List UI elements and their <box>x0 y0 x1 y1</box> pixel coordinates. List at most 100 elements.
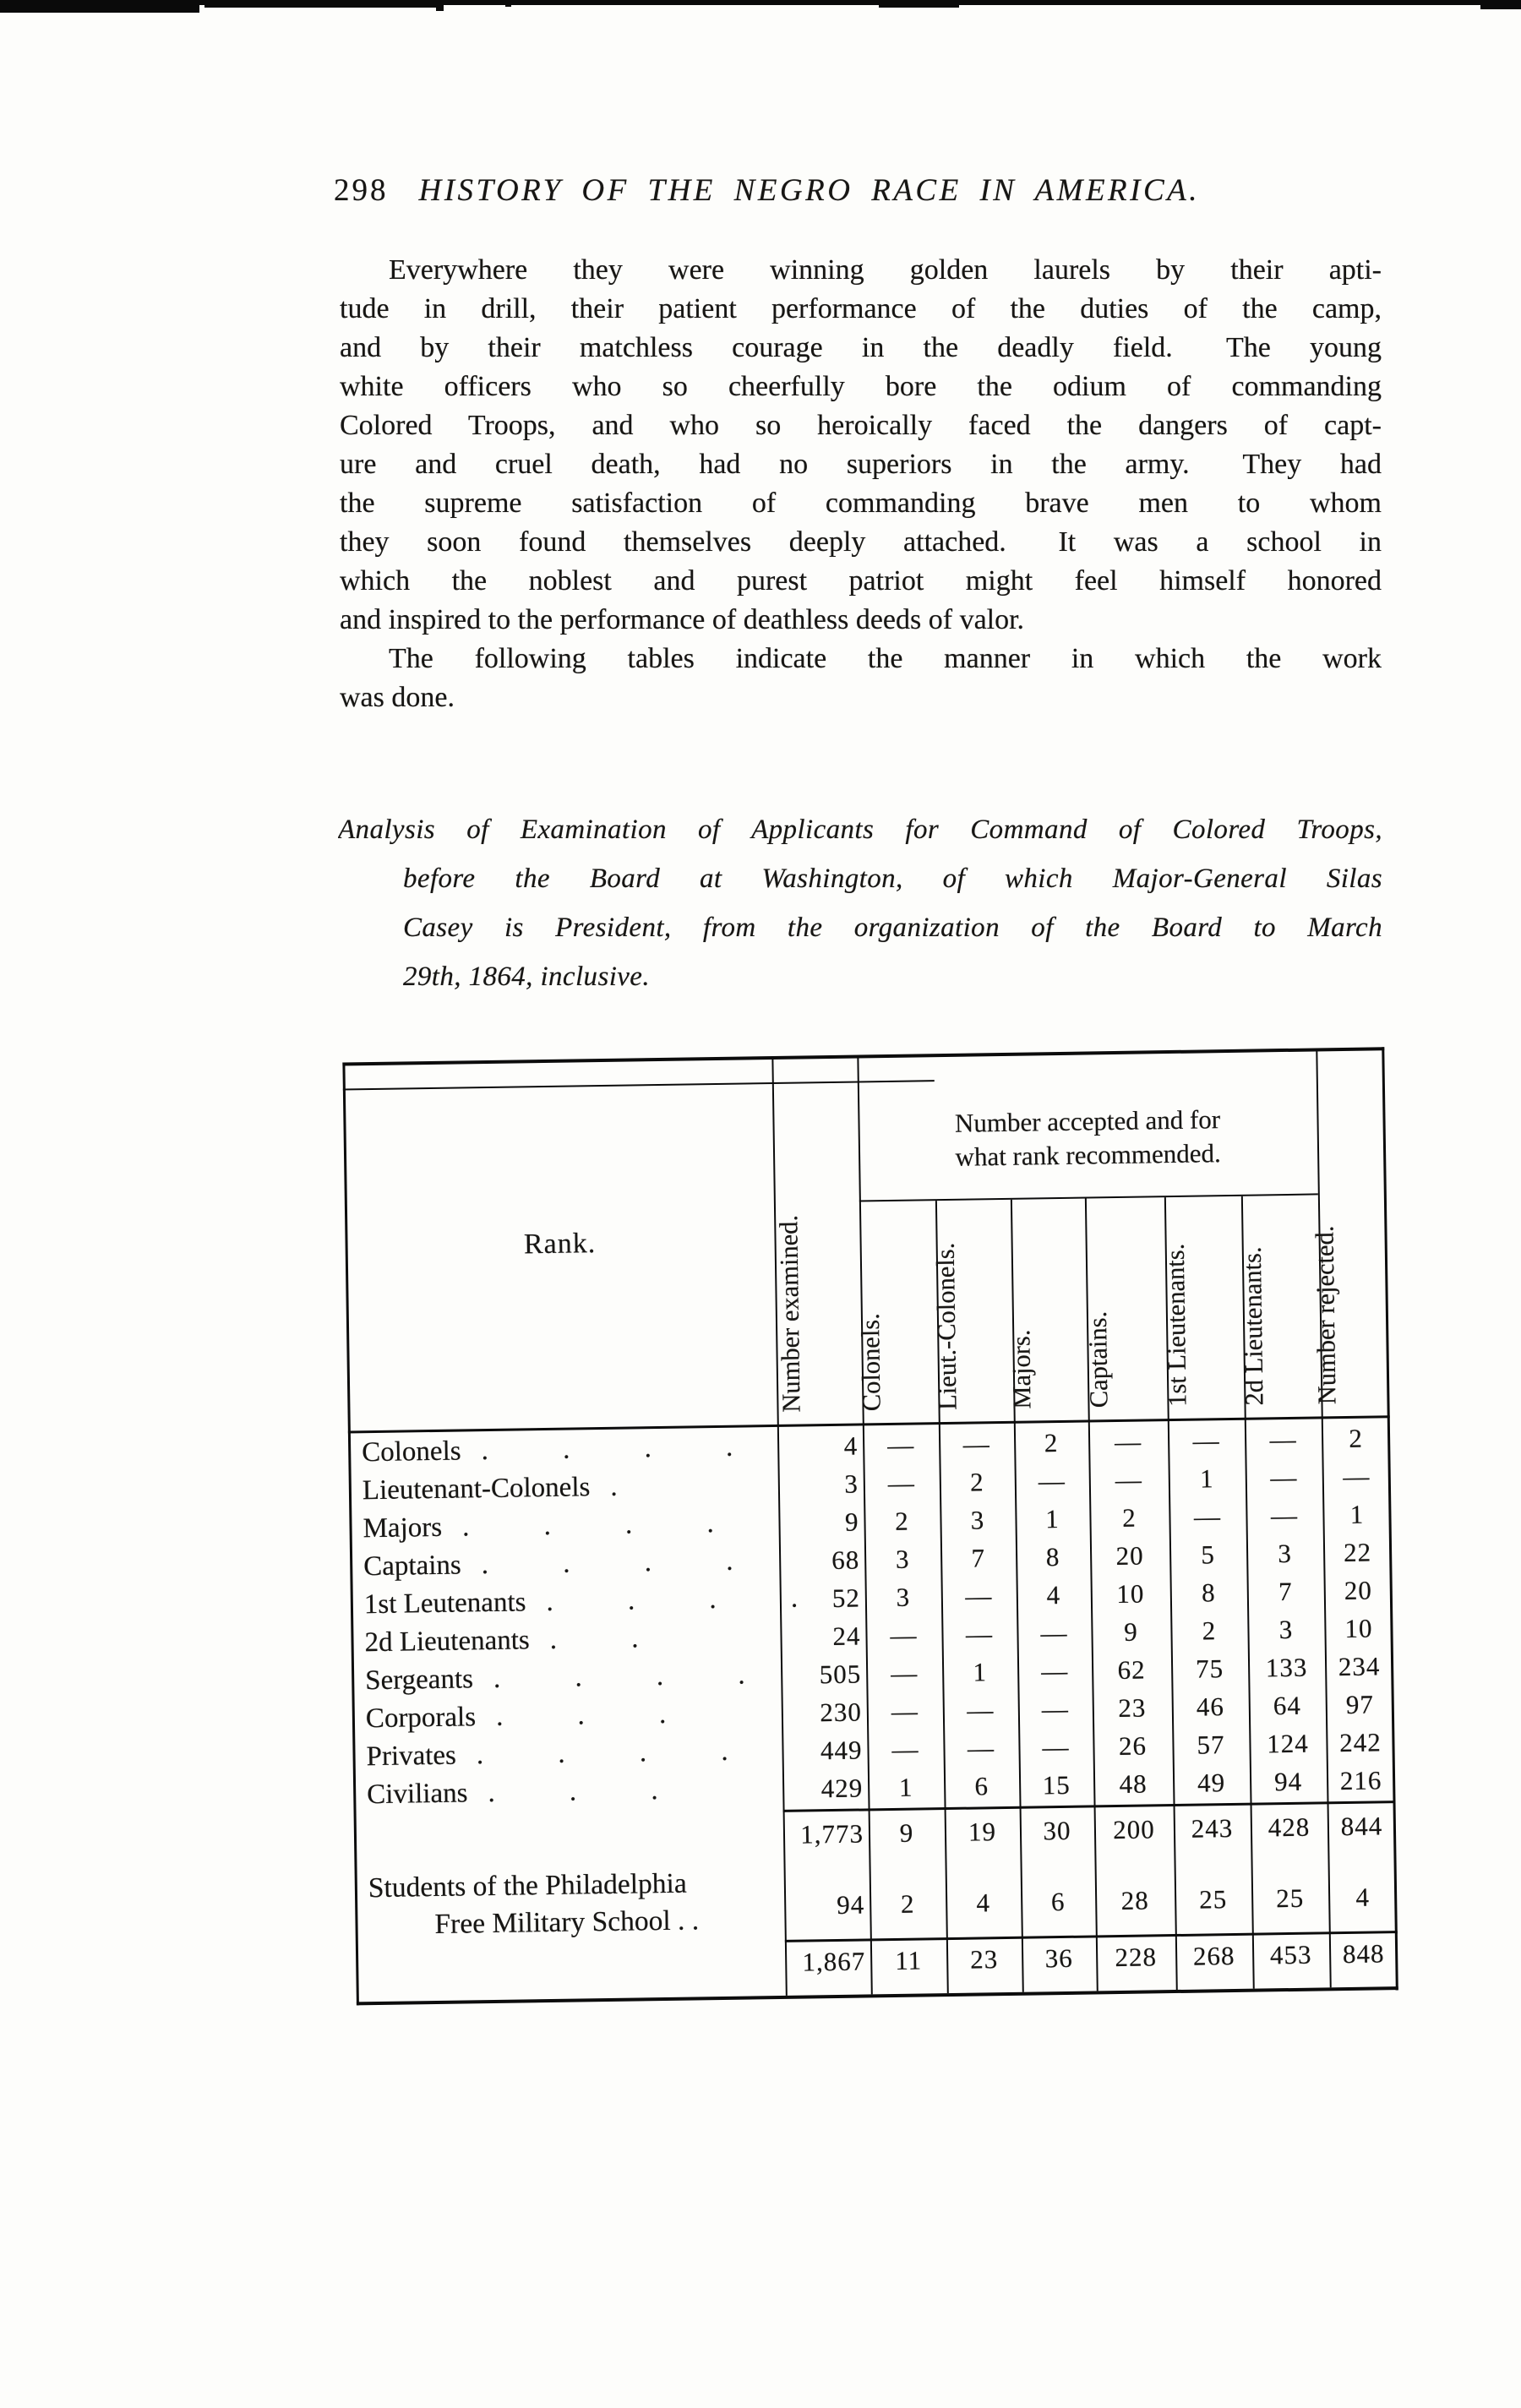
cell-value: 8 <box>1201 1577 1216 1608</box>
cell-value: 52 <box>831 1583 861 1613</box>
cell-value: — <box>1192 1425 1220 1456</box>
cell-value: — <box>890 1658 919 1688</box>
scan-artifact-block <box>0 0 199 13</box>
rotated-label: Colonels. <box>855 1312 886 1412</box>
cell-value: 20 <box>1344 1575 1373 1605</box>
leader-dots: . . . . <box>546 1583 799 1618</box>
cell-value: 4 <box>843 1430 859 1461</box>
text-line: and by their matchless courage in the de… <box>340 332 1382 363</box>
rank-label: Corporals <box>365 1702 477 1735</box>
rank-label: Colonels <box>361 1436 461 1468</box>
scan-artifact-strip <box>0 0 1521 5</box>
cell-value: 2 <box>1349 1423 1364 1453</box>
column-header-colonels: Colonels. <box>855 1057 938 1421</box>
cell-value: 3 <box>1278 1538 1293 1568</box>
leader-dots: . . . . <box>481 1431 734 1467</box>
text-line: The following tables indicate the manner… <box>389 643 1382 674</box>
cell-value: — <box>1040 1617 1068 1648</box>
running-head-title: HISTORY OF THE NEGRO RACE IN AMERICA. <box>418 173 1201 208</box>
caption-line: Analysis of Examination of Applicants fo… <box>338 814 1382 845</box>
cell-value: 9 <box>899 1817 914 1848</box>
running-head: 298 HISTORY OF THE NEGRO RACE IN AMERICA… <box>334 172 1200 209</box>
rank-cell: Majors . . . . <box>349 1507 778 1545</box>
cell-value: — <box>965 1580 993 1611</box>
cell-value: 242 <box>1338 1726 1382 1757</box>
cell-value: 4 <box>976 1888 991 1918</box>
cell-value: 3 <box>896 1582 911 1612</box>
text-line: they soon found themselves deeply attach… <box>340 526 1382 558</box>
cell-value: — <box>886 1430 915 1460</box>
text-line: which the noblest and purest patriot mig… <box>340 565 1382 597</box>
scan-artifact-strip <box>879 0 959 8</box>
cell-value: 6 <box>974 1770 989 1801</box>
rotated-label: 2d Lieutenants. <box>1237 1246 1269 1406</box>
rotated-label: Number rejected. <box>1309 1225 1342 1405</box>
cell-value: 124 <box>1266 1728 1309 1758</box>
rank-cell: Privates . . . . <box>352 1735 782 1773</box>
cell-value: 1,773 <box>799 1818 864 1850</box>
rank-label: Sergeants <box>364 1664 474 1697</box>
leader-dots: . . <box>549 1623 640 1655</box>
cell-value: 48 <box>1119 1768 1148 1799</box>
rank-cell: 1st Leutenants . . . . <box>351 1583 799 1621</box>
cell-value: 4 <box>1355 1882 1371 1912</box>
column-header-2d-lieutenants: 2d Lieutenants. <box>1237 1051 1321 1415</box>
cell-value: — <box>887 1468 916 1498</box>
cell-value: 230 <box>820 1697 863 1727</box>
rank-label: Civilians <box>366 1778 468 1811</box>
cell-value: 9 <box>1123 1616 1138 1647</box>
cell-value: 2 <box>969 1466 984 1497</box>
cell-value: 46 <box>1196 1691 1225 1722</box>
rank-cell: Lieutenant-Colonels. <box>349 1469 778 1507</box>
cell-value: 429 <box>820 1772 864 1803</box>
cell-value: 243 <box>1191 1813 1234 1844</box>
cell-value: 844 <box>1340 1811 1383 1842</box>
cell-value: 9 <box>844 1506 859 1537</box>
rank-cell: Colonels . . . . <box>348 1431 777 1469</box>
cell-value: 26 <box>1118 1730 1148 1761</box>
rank-cell: Civilians . . . <box>353 1773 782 1811</box>
leader-dots: . . . . <box>481 1545 734 1581</box>
cell-value: 24 <box>832 1621 861 1651</box>
column-header-majors: Majors. <box>1006 1055 1088 1419</box>
cell-value: — <box>1270 1462 1298 1492</box>
cell-value: — <box>967 1694 995 1725</box>
cell-value: — <box>1038 1465 1066 1495</box>
cell-value: 36 <box>1044 1942 1073 1974</box>
cell-value: 216 <box>1339 1764 1382 1795</box>
text-line: was done. <box>340 682 455 713</box>
cell-value: 11 <box>895 1945 923 1975</box>
cell-value: 1 <box>1349 1499 1365 1529</box>
cell-value: 449 <box>820 1735 863 1765</box>
cell-value: 19 <box>968 1817 997 1847</box>
cell-value: 2 <box>1044 1427 1059 1457</box>
cell-value: 10 <box>1344 1613 1373 1643</box>
cell-value: — <box>1193 1501 1222 1532</box>
cell-value: 2 <box>894 1506 910 1536</box>
cell-value: 22 <box>1343 1537 1372 1567</box>
cell-value: 25 <box>1198 1884 1228 1915</box>
cell-value: — <box>1269 1424 1297 1454</box>
body-paragraphs: Everywhere they were winning golden laur… <box>340 254 1382 721</box>
cell-value: 5 <box>1201 1539 1216 1570</box>
rank-label: 2d Lieutenants <box>364 1625 531 1659</box>
caption-line: Casey is President, from the organizatio… <box>403 913 1382 943</box>
cell-value: — <box>1343 1461 1371 1491</box>
students-row: Students of the Philadelphia Free Militar… <box>355 1853 1398 1944</box>
rotated-label: 1st Lieutenants. <box>1160 1243 1192 1408</box>
cell-value: 97 <box>1345 1689 1375 1719</box>
scan-artifact-tick <box>436 0 444 11</box>
cell-value: 23 <box>969 1944 999 1975</box>
cell-value: 62 <box>1117 1654 1146 1685</box>
cell-value: 75 <box>1195 1653 1224 1684</box>
cell-value: 3 <box>895 1544 910 1574</box>
cell-value: — <box>891 1696 919 1726</box>
column-header-number-examined: Number examined. <box>771 1059 862 1423</box>
cell-value: 23 <box>1118 1692 1147 1723</box>
leader-dots: . <box>610 1471 619 1502</box>
text-line: and inspired to the performance of death… <box>340 604 1025 635</box>
students-label-line1: Students of the Philadelphia <box>368 1867 687 1904</box>
cell-value: 268 <box>1192 1940 1235 1971</box>
column-header-captains: Captains. <box>1082 1054 1167 1418</box>
rank-cell-empty <box>354 1835 783 1842</box>
